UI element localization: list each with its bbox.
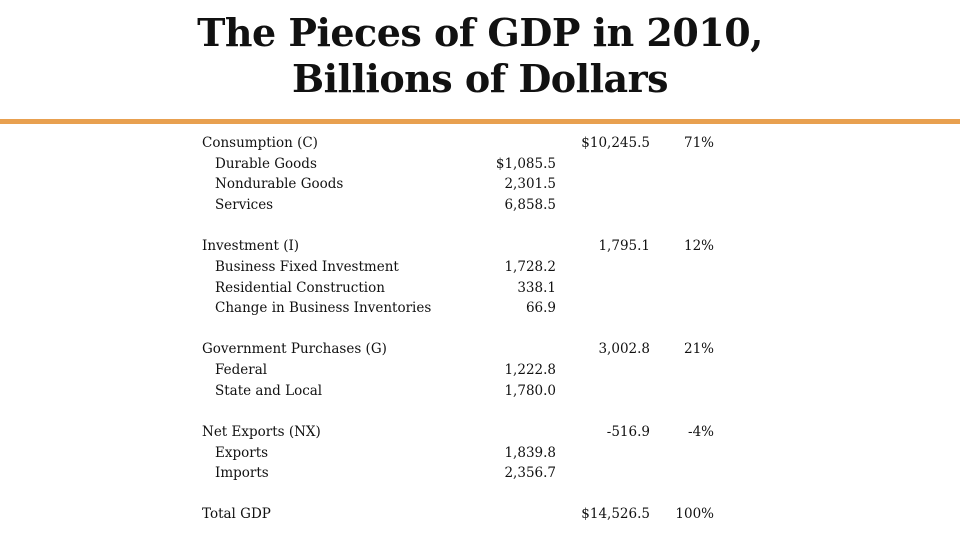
net-exports-total: -516.9: [606, 424, 650, 440]
services-value: 6,858.5: [504, 197, 556, 213]
services-row: Services 6,858.5: [0, 195, 960, 215]
title-divider: [0, 119, 960, 124]
title-line-1: The Pieces of GDP in 2010,: [197, 10, 763, 55]
nondurable-goods-value: 2,301.5: [504, 176, 556, 192]
total-gdp-label: Total GDP: [202, 506, 271, 522]
net-exports-label: Net Exports (NX): [202, 424, 321, 440]
services-label: Services: [215, 197, 274, 213]
state-local-label: State and Local: [215, 383, 323, 399]
business-inventories-value: 66.9: [525, 300, 556, 316]
investment-share: 12%: [683, 238, 714, 254]
government-total: 3,002.8: [598, 341, 650, 357]
durable-goods-row: Durable Goods $1,085.5: [0, 154, 960, 174]
durable-goods-value: $1,085.5: [495, 156, 556, 172]
consumption-row: Consumption (C) $10,245.5 71%: [0, 133, 960, 153]
residential-construction-label: Residential Construction: [215, 280, 385, 296]
business-fixed-investment-label: Business Fixed Investment: [215, 259, 399, 275]
business-fixed-investment-row: Business Fixed Investment 1,728.2: [0, 257, 960, 277]
title-line-2: Billions of Dollars: [291, 56, 669, 101]
residential-construction-row: Residential Construction 338.1: [0, 278, 960, 298]
investment-row: Investment (I) 1,795.1 12%: [0, 236, 960, 256]
total-gdp-share: 100%: [675, 506, 714, 522]
total-gdp-value: $14,526.5: [581, 506, 650, 522]
consumption-total: $10,245.5: [581, 135, 650, 151]
investment-total: 1,795.1: [598, 238, 650, 254]
business-inventories-row: Change in Business Inventories 66.9: [0, 298, 960, 318]
government-label: Government Purchases (G): [202, 341, 387, 357]
nondurable-goods-label: Nondurable Goods: [215, 176, 344, 192]
exports-label: Exports: [215, 445, 269, 461]
consumption-label: Consumption (C): [202, 135, 318, 151]
total-gdp-row: Total GDP $14,526.5 100%: [0, 504, 960, 524]
imports-value: 2,356.7: [504, 465, 556, 481]
durable-goods-label: Durable Goods: [215, 156, 317, 172]
imports-row: Imports 2,356.7: [0, 463, 960, 483]
slide-title: The Pieces of GDP in 2010, Billions of D…: [0, 10, 960, 102]
federal-value: 1,222.8: [504, 362, 556, 378]
federal-label: Federal: [215, 362, 268, 378]
investment-label: Investment (I): [202, 238, 300, 254]
net-exports-row: Net Exports (NX) -516.9 -4%: [0, 422, 960, 442]
government-share: 21%: [683, 341, 714, 357]
net-exports-share: -4%: [688, 424, 714, 440]
exports-row: Exports 1,839.8: [0, 443, 960, 463]
exports-value: 1,839.8: [504, 445, 556, 461]
imports-label: Imports: [215, 465, 269, 481]
residential-construction-value: 338.1: [517, 280, 556, 296]
government-row: Government Purchases (G) 3,002.8 21%: [0, 339, 960, 359]
federal-row: Federal 1,222.8: [0, 360, 960, 380]
state-local-row: State and Local 1,780.0: [0, 381, 960, 401]
state-local-value: 1,780.0: [504, 383, 556, 399]
business-inventories-label: Change in Business Inventories: [215, 300, 432, 316]
business-fixed-investment-value: 1,728.2: [504, 259, 556, 275]
consumption-share: 71%: [683, 135, 714, 151]
nondurable-goods-row: Nondurable Goods 2,301.5: [0, 174, 960, 194]
